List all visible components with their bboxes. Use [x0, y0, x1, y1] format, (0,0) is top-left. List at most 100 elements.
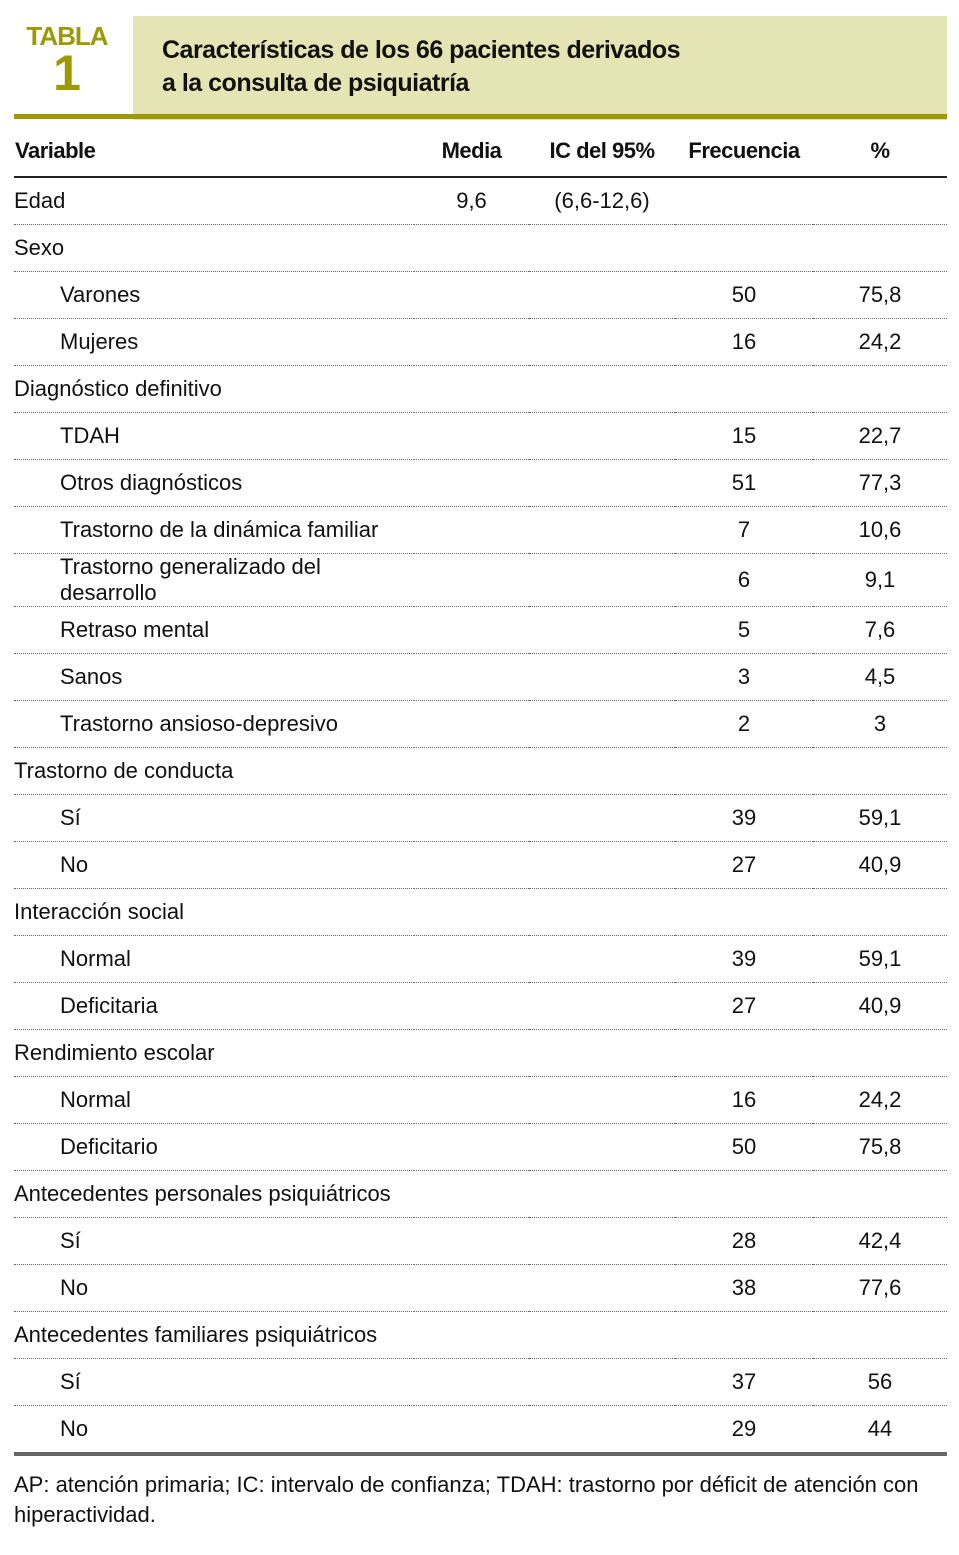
- row-pct: [813, 1170, 947, 1218]
- row-variable: Mujeres: [14, 318, 414, 366]
- table-row: TDAH 15 22,7: [14, 412, 947, 460]
- row-media: [414, 1029, 529, 1077]
- row-pct: 75,8: [813, 1123, 947, 1171]
- row-variable: Sí: [14, 1358, 414, 1406]
- row-frecuencia: 2: [675, 700, 813, 748]
- row-media: [414, 271, 529, 319]
- row-frecuencia: [675, 1029, 813, 1077]
- row-media: [414, 1405, 529, 1456]
- row-frecuencia: 27: [675, 982, 813, 1030]
- row-pct: 24,2: [813, 318, 947, 366]
- row-media: [414, 1264, 529, 1312]
- row-variable: Trastorno generalizado del desarrollo: [14, 553, 414, 607]
- row-pct: 44: [813, 1405, 947, 1456]
- table-title: Características de los 66 pacientes deri…: [162, 34, 681, 100]
- row-frecuencia: 38: [675, 1264, 813, 1312]
- row-variable: Sexo: [14, 224, 414, 272]
- table-row: Trastorno generalizado del desarrollo 6 9,…: [14, 553, 947, 607]
- table-row: Diagnóstico definitivo: [14, 365, 947, 413]
- row-ic: [529, 606, 675, 654]
- table-row: Interacción social: [14, 888, 947, 936]
- row-frecuencia: 7: [675, 506, 813, 554]
- title-rule: [14, 114, 947, 119]
- row-variable: No: [14, 1264, 414, 1312]
- row-frecuencia: 3: [675, 653, 813, 701]
- row-pct: 56: [813, 1358, 947, 1406]
- col-ic: IC del 95%: [529, 126, 675, 178]
- row-ic: [529, 700, 675, 748]
- table-row: Antecedentes personales psiquiátricos: [14, 1170, 947, 1218]
- row-variable: No: [14, 1405, 414, 1456]
- row-variable: Diagnóstico definitivo: [14, 365, 414, 413]
- row-ic: [529, 1123, 675, 1171]
- row-ic: [529, 459, 675, 507]
- row-ic: [529, 412, 675, 460]
- row-media: [414, 553, 529, 607]
- row-pct: 24,2: [813, 1076, 947, 1124]
- table-row: Mujeres 16 24,2: [14, 318, 947, 366]
- table-row: Normal 16 24,2: [14, 1076, 947, 1124]
- row-pct: 7,6: [813, 606, 947, 654]
- table-row: Retraso mental 5 7,6: [14, 606, 947, 654]
- footnote: AP: atención primaria; IC: intervalo de …: [14, 1472, 919, 1527]
- table-row: No 27 40,9: [14, 841, 947, 889]
- table-label-word: TABLA: [26, 21, 108, 51]
- row-ic: [529, 888, 675, 936]
- table-row: Trastorno de la dinámica familiar 7 10,6: [14, 506, 947, 554]
- row-pct: 40,9: [813, 982, 947, 1030]
- row-media: [414, 459, 529, 507]
- row-media: [414, 841, 529, 889]
- row-ic: [529, 935, 675, 983]
- table-row: Sexo: [14, 224, 947, 272]
- row-media: [414, 506, 529, 554]
- row-frecuencia: 5: [675, 606, 813, 654]
- data-table: Variable Media IC del 95% Frecuencia % E…: [14, 126, 947, 1456]
- row-media: [414, 747, 529, 795]
- title-background: [133, 16, 947, 120]
- row-pct: [813, 365, 947, 413]
- row-pct: 75,8: [813, 271, 947, 319]
- row-ic: [529, 553, 675, 607]
- table-label: TABLA 1: [14, 21, 120, 101]
- table-row: No 29 44: [14, 1405, 947, 1456]
- row-frecuencia: 27: [675, 841, 813, 889]
- row-frecuencia: 29: [675, 1405, 813, 1456]
- col-pct: %: [813, 126, 947, 178]
- row-frecuencia: 51: [675, 459, 813, 507]
- row-variable: Varones: [14, 271, 414, 319]
- title-line-2: a la consulta de psiquiatría: [162, 69, 469, 97]
- row-media: [414, 935, 529, 983]
- table-row: Trastorno de conducta: [14, 747, 947, 795]
- row-ic: [529, 747, 675, 795]
- row-pct: [813, 1311, 947, 1359]
- row-pct: [813, 888, 947, 936]
- row-media: [414, 888, 529, 936]
- table-number: 1: [53, 45, 81, 101]
- row-ic: [529, 1311, 675, 1359]
- row-ic: [529, 1029, 675, 1077]
- row-ic: [529, 982, 675, 1030]
- row-frecuencia: 39: [675, 935, 813, 983]
- row-pct: 4,5: [813, 653, 947, 701]
- row-pct: 42,4: [813, 1217, 947, 1265]
- table-row: Rendimiento escolar: [14, 1029, 947, 1077]
- row-pct: [813, 177, 947, 225]
- row-variable: Antecedentes familiares psiquiátricos: [14, 1311, 414, 1359]
- table-row: Normal 39 59,1: [14, 935, 947, 983]
- row-pct: 40,9: [813, 841, 947, 889]
- table-row: No 38 77,6: [14, 1264, 947, 1312]
- row-media: [414, 412, 529, 460]
- row-ic: [529, 1264, 675, 1312]
- table-row: Edad 9,6 (6,6-12,6): [14, 177, 947, 225]
- row-ic: [529, 1170, 675, 1218]
- row-frecuencia: [675, 1170, 813, 1218]
- row-media: [414, 1311, 529, 1359]
- row-variable: Sí: [14, 1217, 414, 1265]
- row-frecuencia: 28: [675, 1217, 813, 1265]
- row-ic: [529, 1405, 675, 1456]
- row-variable: TDAH: [14, 412, 414, 460]
- row-variable: Deficitario: [14, 1123, 414, 1171]
- row-ic: [529, 1217, 675, 1265]
- row-ic: [529, 653, 675, 701]
- row-frecuencia: 15: [675, 412, 813, 460]
